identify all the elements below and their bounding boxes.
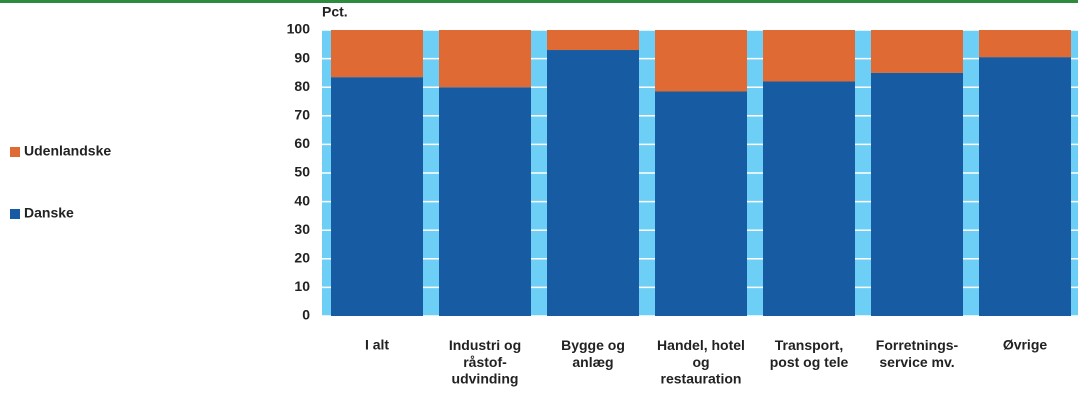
x-tick-label: Forretnings-service mv. <box>876 337 959 370</box>
bar-segment <box>331 77 423 316</box>
y-tick-label: 90 <box>294 49 310 65</box>
bar-segment <box>763 81 855 316</box>
bar-segment <box>547 50 639 317</box>
bar-segment <box>871 30 963 73</box>
y-tick-label: 0 <box>302 307 310 323</box>
bar-segment <box>979 57 1071 317</box>
y-tick-label: 80 <box>294 78 310 94</box>
bar-segment <box>655 91 747 317</box>
bar-segment <box>763 30 855 82</box>
x-tick-label: I alt <box>365 337 389 353</box>
bar-segment <box>439 87 531 316</box>
bar-segment <box>655 30 747 92</box>
x-tick-label: Øvrige <box>1003 337 1048 353</box>
bar-segment <box>547 30 639 51</box>
x-tick-label: Bygge og anlæg <box>561 337 625 370</box>
legend-swatch <box>10 147 20 157</box>
y-tick-label: 50 <box>294 164 310 180</box>
y-tick-label: 100 <box>287 21 311 37</box>
bar-segment <box>979 30 1071 58</box>
y-tick-label: 30 <box>294 221 310 237</box>
y-tick-label: 70 <box>294 107 310 123</box>
bar-segment <box>439 30 531 88</box>
y-tick-label: 40 <box>294 192 310 208</box>
top-rule <box>0 0 1078 3</box>
bar-segment <box>331 30 423 78</box>
y-tick-label: 60 <box>294 135 310 151</box>
x-tick-label: Handel, hotel og restauration <box>657 337 745 387</box>
legend-label: Danske <box>24 205 74 221</box>
bar-segment <box>871 72 963 317</box>
y-tick-label: 20 <box>294 250 310 266</box>
y-tick-label: 10 <box>294 278 310 294</box>
x-tick-label: Transport, post og tele <box>770 337 849 370</box>
legend-swatch <box>10 209 20 219</box>
x-tick-label: Industri og råstof-udvinding <box>449 337 521 387</box>
y-axis-label: Pct. <box>322 4 348 20</box>
legend-label: Udenlandske <box>24 143 111 159</box>
